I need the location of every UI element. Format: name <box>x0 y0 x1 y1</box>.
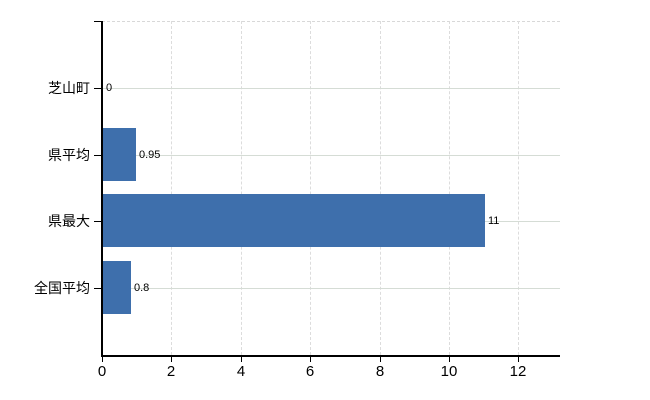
category-label: 芝山町 <box>48 80 90 96</box>
x-axis-tick <box>449 357 450 362</box>
x-axis-tick <box>310 357 311 362</box>
y-axis-tick <box>94 21 102 22</box>
value-label: 0 <box>106 82 113 94</box>
gridline-v <box>380 21 381 355</box>
gridline-v <box>171 21 172 355</box>
gridline-v <box>310 21 311 355</box>
gridline-v <box>518 21 519 355</box>
category-label: 県平均 <box>48 147 90 163</box>
bar <box>103 194 485 247</box>
bar <box>103 128 136 181</box>
x-axis-tick <box>380 357 381 362</box>
x-tick-label: 0 <box>97 363 107 380</box>
y-axis-tick <box>94 155 102 156</box>
x-axis-tick <box>518 357 519 362</box>
x-tick-label: 8 <box>375 363 385 380</box>
plot-top-border <box>102 21 560 22</box>
x-axis-tick <box>102 357 103 362</box>
value-label: 0.8 <box>134 282 150 294</box>
x-axis <box>101 355 560 357</box>
gridline-v <box>241 21 242 355</box>
y-axis-tick <box>94 221 102 222</box>
y-axis-tick <box>94 88 102 89</box>
gridline-h <box>102 155 560 156</box>
gridline-h <box>102 88 560 89</box>
category-label: 県最大 <box>48 213 90 229</box>
gridline-v <box>449 21 450 355</box>
value-label: 0.95 <box>139 149 161 161</box>
gridline-h <box>102 288 560 289</box>
category-label: 全国平均 <box>34 280 90 296</box>
x-tick-label: 6 <box>305 363 315 380</box>
x-tick-label: 2 <box>166 363 176 380</box>
x-tick-label: 10 <box>440 363 458 380</box>
x-tick-label: 12 <box>509 363 527 380</box>
bar <box>103 261 131 314</box>
y-axis-tick <box>94 288 102 289</box>
y-axis <box>101 21 103 356</box>
x-axis-tick <box>241 357 242 362</box>
value-label: 11 <box>488 215 500 227</box>
x-tick-label: 4 <box>236 363 246 380</box>
x-axis-tick <box>171 357 172 362</box>
